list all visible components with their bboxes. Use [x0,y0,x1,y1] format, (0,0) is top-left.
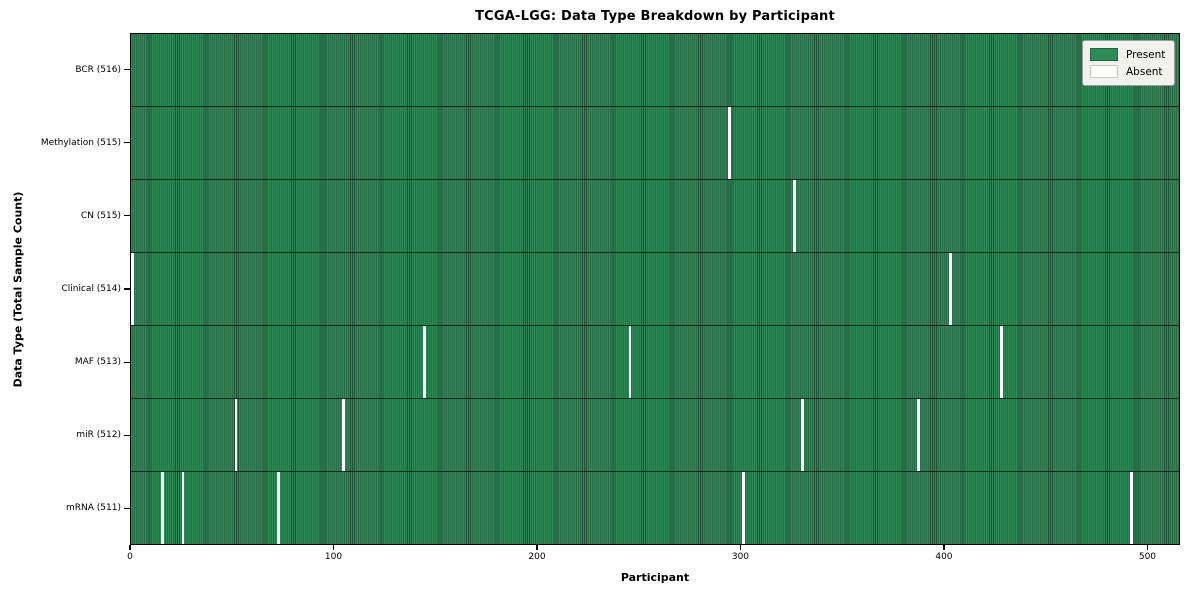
present-swatch-icon [1090,48,1118,61]
absent-gap [131,253,134,325]
absent-gap [742,472,745,544]
absent-gap [728,107,731,179]
y-tick-label: MAF (513) [74,357,121,368]
absent-gap [234,399,238,471]
y-tick-mark [124,507,130,510]
absent-gap [423,326,427,398]
absent-gap [277,472,280,544]
absent-gap [181,472,185,544]
plot-area [130,33,1180,545]
y-tick-label: mRNA (511) [66,503,121,514]
x-tick-mark [739,545,742,550]
x-tick-label: 300 [731,552,750,562]
y-tick-mark [124,215,130,217]
heatmap-row-clinical [131,252,1179,325]
y-tick-label: BCR (516) [75,64,121,75]
y-tick-mark [124,142,130,144]
absent-gap [1130,472,1133,544]
absent-gap [801,399,804,471]
legend: Present Absent [1082,40,1176,86]
heatmap-row-maf [131,325,1179,398]
x-tick-mark [536,545,538,550]
x-tick-label: 200 [528,552,546,562]
x-tick-label: 100 [324,552,343,562]
absent-gap [628,326,632,398]
y-tick-mark [124,434,130,436]
y-tick-label: Clinical (514) [61,284,121,294]
x-tick-mark [1146,545,1149,550]
x-tick-mark [332,545,335,550]
x-tick-mark [129,545,131,550]
x-tick-mark [943,545,945,550]
heatmap-row-mrna [131,471,1179,544]
absent-gap [949,253,953,325]
y-tick-label: CN (515) [80,210,121,221]
y-tick-label: miR (512) [76,430,121,441]
x-axis-label: Participant [620,571,690,584]
x-tick-label: 500 [1138,552,1157,562]
legend-item-present: Present [1090,46,1165,63]
absent-gap [793,180,796,252]
heatmap-row-mir [131,398,1179,471]
y-tick-mark [124,288,130,290]
chart-title: TCGA-LGG: Data Type Breakdown by Partici… [475,9,835,24]
x-tick-label: 0 [127,552,133,562]
legend-label-present: Present [1126,48,1166,61]
heatmap-row-bcr [131,34,1179,106]
legend-label-absent: Absent [1126,65,1163,78]
absent-gap [161,472,165,544]
absent-gap [1000,326,1003,398]
y-tick-label: Methylation (515) [40,137,121,148]
heatmap-row-cn [131,179,1179,252]
heatmap-row-methylation [131,106,1179,179]
absent-gap [917,399,920,471]
absent-swatch-icon [1090,65,1118,78]
y-tick-mark [124,361,130,363]
absent-gap [342,399,345,471]
y-tick-mark [124,68,130,71]
x-tick-label: 400 [935,552,953,562]
legend-item-absent: Absent [1090,63,1165,80]
